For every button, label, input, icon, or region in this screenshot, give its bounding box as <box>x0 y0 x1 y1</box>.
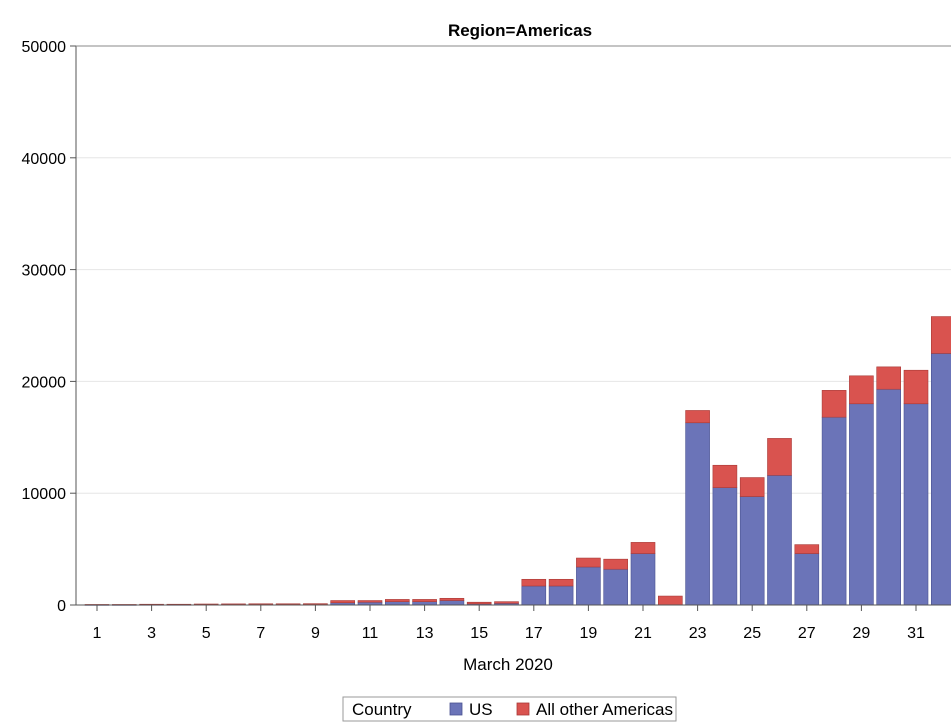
y-tick-label: 50000 <box>22 39 67 56</box>
bar-us-17 <box>521 585 547 606</box>
bar-other-americas-9 <box>303 603 328 605</box>
bar-other-americas-29 <box>849 375 874 405</box>
y-tick-label: 10000 <box>22 486 67 503</box>
x-tick-label: 1 <box>93 625 102 642</box>
x-tick-label: 27 <box>798 625 816 642</box>
bar-other-americas-23 <box>685 410 710 424</box>
bar-other-americas-12 <box>384 599 410 602</box>
x-tick-label: 25 <box>743 625 761 642</box>
bar-other-americas-25 <box>739 477 765 497</box>
x-tick-label: 3 <box>147 625 156 642</box>
x-tick-label: 13 <box>416 625 434 642</box>
y-tick-label: 20000 <box>22 374 67 391</box>
bar-other-americas-17 <box>521 578 547 587</box>
x-tick-label: 15 <box>470 625 488 642</box>
bar-other-americas-8 <box>275 603 301 605</box>
x-tick-label: 21 <box>634 625 652 642</box>
legend-box <box>342 696 677 722</box>
bar-us-31 <box>903 403 929 606</box>
x-tick-label: 7 <box>256 625 265 642</box>
bar-us-24 <box>712 487 738 606</box>
bar-us-12 <box>384 601 410 606</box>
bar-us-14 <box>439 600 465 606</box>
bar-other-americas-15 <box>466 601 492 605</box>
x-tick-labels: 1 3 5 7 9 11 13 15 17 19 21 23 25 27 29 31 <box>93 605 925 642</box>
bar-other-americas-31 <box>903 369 929 405</box>
bar-us-23 <box>685 422 710 606</box>
legend-label-us: US <box>469 700 493 719</box>
bar-other-americas-30 <box>876 366 902 390</box>
x-tick-label: 9 <box>311 625 320 642</box>
x-tick-label: 17 <box>525 625 543 642</box>
bar-us-13 <box>412 601 437 606</box>
bar-other-americas-13 <box>412 599 437 602</box>
bar-other-americas-18 <box>548 578 574 587</box>
bar-us-20 <box>603 568 629 606</box>
x-tick-label: 5 <box>202 625 211 642</box>
legend-title: Country <box>352 700 412 719</box>
bar-other-americas-14 <box>439 597 465 601</box>
bar-other-americas-7 <box>248 603 274 605</box>
bars-group <box>84 316 951 606</box>
bar-us-32 <box>930 353 951 606</box>
chart-title: Region=Americas <box>448 21 592 40</box>
bar-other-americas-32 <box>930 316 951 354</box>
x-axis-label: March 2020 <box>463 655 553 674</box>
bar-us-29 <box>849 403 874 606</box>
legend-label-other-americas: All other Americas <box>536 700 673 719</box>
x-tick-label: 11 <box>362 625 379 642</box>
bar-other-americas-20 <box>603 558 629 570</box>
bar-other-americas-11 <box>357 600 383 603</box>
legend: Country US All other Americas <box>342 696 677 722</box>
bar-us-21 <box>630 553 656 606</box>
bar-other-americas-28 <box>821 390 847 418</box>
bar-other-americas-16 <box>494 601 519 604</box>
x-tick-label: 19 <box>580 625 598 642</box>
bar-other-americas-10 <box>330 600 356 604</box>
bar-us-25 <box>739 496 765 606</box>
y-tick-label: 0 <box>57 598 66 615</box>
y-tick-label: 30000 <box>22 263 67 280</box>
y-tick-labels: 0 10000 20000 30000 40000 50000 <box>22 39 76 615</box>
bar-other-americas-21 <box>630 542 656 554</box>
legend-swatch-us <box>449 702 463 716</box>
bar-us-19 <box>576 566 601 606</box>
y-tick-label: 40000 <box>22 151 67 168</box>
bar-us-28 <box>821 416 847 606</box>
bar-us-26 <box>767 475 792 606</box>
axes <box>75 45 951 606</box>
x-tick-label: 23 <box>689 625 707 642</box>
bar-us-27 <box>794 553 820 606</box>
bar-other-americas-26 <box>767 438 792 476</box>
bar-other-americas-24 <box>712 464 738 488</box>
bar-us-18 <box>548 585 574 606</box>
x-tick-label: 29 <box>853 625 871 642</box>
gridlines <box>76 45 951 494</box>
bar-other-americas-19 <box>576 557 601 568</box>
x-tick-label: 31 <box>907 625 925 642</box>
bar-other-americas-27 <box>794 544 820 554</box>
bar-other-americas-22 <box>657 595 683 606</box>
bar-us-30 <box>876 388 902 606</box>
legend-swatch-other-americas <box>516 702 530 716</box>
